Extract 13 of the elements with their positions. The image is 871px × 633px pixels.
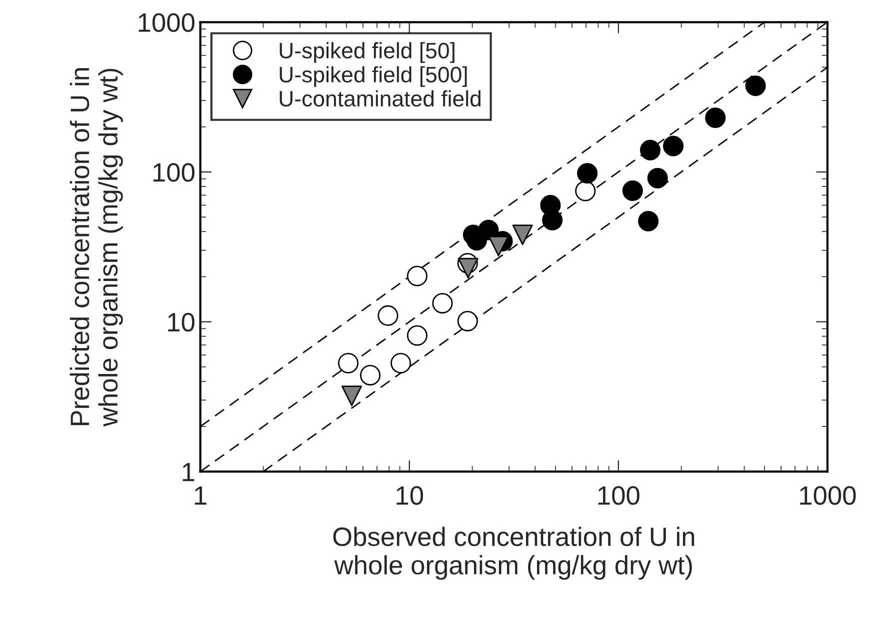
x-axis-title: Observed concentration of U in whole organism (mg/kg dry wt) [333,526,694,580]
legend-label: U-contaminated field [280,90,480,107]
y-tick-label: 10 [168,312,194,332]
x-tick-label: 10 [396,486,424,505]
x-tick-label: 1000 [800,486,856,505]
x-tick-label: 1 [195,486,206,505]
y-tick-label: 1000 [138,13,194,32]
legend-label: U-spiked field [50] [280,42,454,63]
y-axis-title: Predicted concentration of U in whole organism (mg/kg dry wt) [70,68,123,427]
y-tick-label: 1 [182,462,194,482]
legend-label: U-spiked field [500] [280,66,467,87]
y-tick-label: 100 [153,163,194,182]
x-tick-label: 100 [598,486,640,505]
